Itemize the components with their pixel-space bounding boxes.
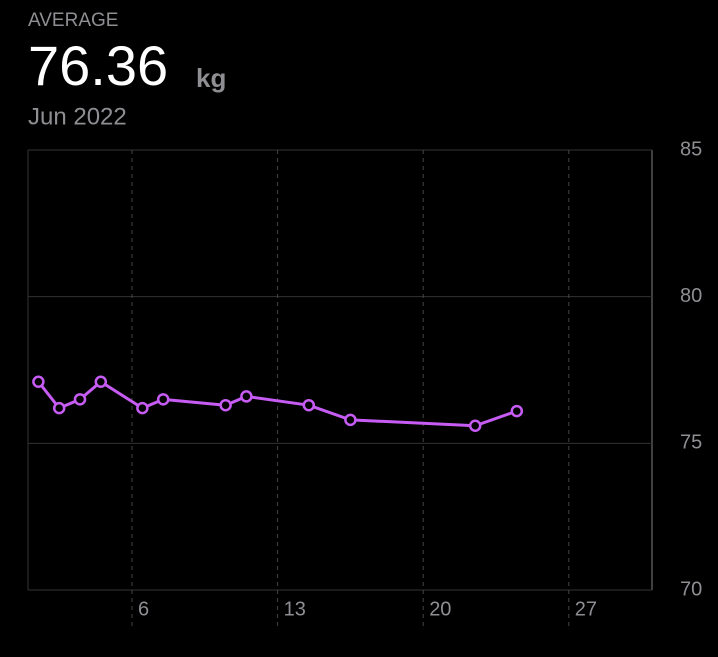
x-tick-label: 6 — [138, 598, 149, 620]
average-label: AVERAGE — [28, 10, 118, 31]
point — [73, 393, 87, 406]
point — [468, 419, 482, 432]
point — [136, 401, 149, 415]
x-tick-label: 27 — [575, 598, 597, 620]
point — [302, 398, 316, 412]
period: Jun 2022 — [28, 103, 127, 130]
point — [219, 398, 232, 412]
y-tick-label: 70 — [680, 578, 702, 600]
x-tick-label: 13 — [284, 598, 306, 620]
point — [52, 401, 66, 415]
x-tick-label: 20 — [429, 598, 451, 620]
y-tick-label: 85 — [680, 138, 702, 160]
point — [32, 375, 45, 388]
point — [94, 375, 108, 388]
point — [240, 390, 253, 403]
y-tick-label: 80 — [680, 285, 702, 307]
y-tick-label: 75 — [680, 432, 702, 454]
point — [344, 413, 357, 427]
point — [510, 404, 524, 418]
line — [37, 380, 518, 428]
average-value: 76.36 — [28, 34, 168, 97]
unit: kg — [196, 63, 226, 93]
point — [156, 393, 170, 406]
